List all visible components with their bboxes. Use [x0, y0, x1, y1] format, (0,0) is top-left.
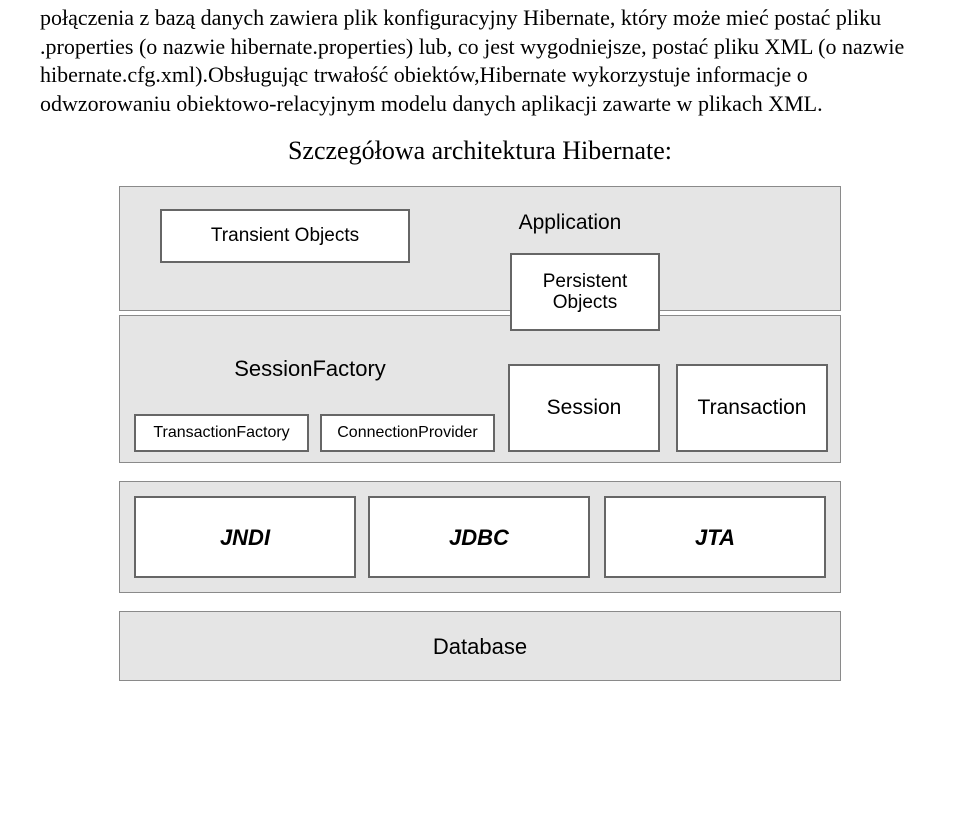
transient-objects-box: Transient Objects — [160, 209, 410, 263]
connection-provider-box: ConnectionProvider — [320, 414, 495, 452]
jdbc-box: JDBC — [368, 496, 590, 578]
jee-group: JNDI JDBC JTA — [119, 481, 841, 593]
jta-box: JTA — [604, 496, 826, 578]
database-group: Database — [119, 611, 841, 681]
session-factory-label: SessionFactory — [210, 356, 410, 382]
transaction-factory-box: TransactionFactory — [134, 414, 309, 452]
hibernate-architecture-diagram: Transient Objects Application Persistent… — [119, 186, 841, 681]
persistent-objects-box: Persistent Objects — [510, 253, 660, 331]
session-box: Session — [508, 364, 660, 452]
diagram-heading: Szczegółowa architektura Hibernate: — [40, 136, 920, 166]
paragraph: połączenia z bazą danych zawiera plik ko… — [40, 4, 920, 118]
jndi-box: JNDI — [134, 496, 356, 578]
hibernate-group: SessionFactory Session Transaction Trans… — [119, 315, 841, 463]
transaction-box: Transaction — [676, 364, 828, 452]
database-label: Database — [120, 634, 840, 660]
application-group: Transient Objects Application Persistent… — [119, 186, 841, 311]
application-label: Application — [495, 211, 645, 235]
